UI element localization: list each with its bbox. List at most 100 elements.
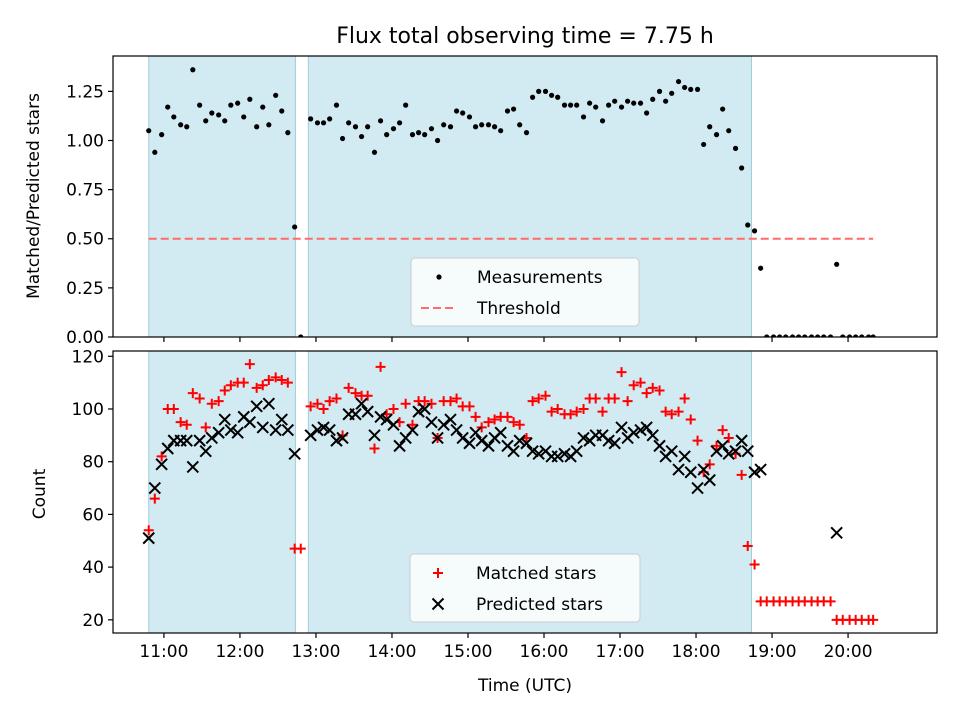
measurements-point bbox=[333, 102, 340, 108]
measurements-point bbox=[688, 86, 694, 93]
matched-stars-point bbox=[276, 374, 287, 385]
predicted-stars-point bbox=[463, 437, 476, 450]
matched-stars-point bbox=[181, 419, 192, 430]
matched-stars-point bbox=[622, 396, 633, 407]
matched-stars-point bbox=[628, 380, 639, 391]
bottom-xtick-label: 17:00 bbox=[596, 642, 645, 662]
predicted-stars-point bbox=[355, 397, 368, 410]
predicted-stars-point bbox=[703, 473, 716, 487]
matched-stars-point bbox=[616, 367, 627, 378]
measurements-point bbox=[371, 149, 378, 155]
measurements-point bbox=[228, 102, 234, 108]
measurements-point bbox=[587, 100, 593, 106]
top-ytick-label: 0.75 bbox=[66, 181, 104, 201]
matched-stars-point bbox=[318, 403, 329, 414]
measurements-series bbox=[146, 67, 876, 337]
matched-stars-point bbox=[375, 361, 386, 372]
predicted-stars-point bbox=[281, 423, 295, 437]
matched-stars-point bbox=[546, 406, 557, 417]
matched-stars-point bbox=[305, 401, 316, 412]
bottom-xtick-label: 20:00 bbox=[824, 642, 873, 662]
measurements-point bbox=[840, 334, 846, 337]
measurements-point bbox=[789, 334, 796, 337]
predicted-stars-point bbox=[218, 413, 231, 426]
bottom-ylabel: Count bbox=[30, 468, 50, 519]
measurements-point bbox=[726, 128, 732, 134]
bottom-xtick-label: 18:00 bbox=[672, 642, 721, 662]
matched-stars-point bbox=[514, 419, 525, 430]
predicted-stars-point bbox=[507, 444, 520, 458]
predicted-stars-point bbox=[180, 434, 193, 447]
measurements-point bbox=[273, 92, 279, 98]
measurements-point bbox=[777, 334, 783, 337]
measurements-point bbox=[247, 96, 253, 102]
measurements-point bbox=[694, 86, 701, 93]
measurements-point bbox=[320, 120, 327, 126]
predicted-stars-point bbox=[205, 431, 219, 445]
measurements-point bbox=[656, 88, 663, 94]
matched-stars-point bbox=[225, 380, 236, 391]
measurements-point bbox=[222, 118, 228, 124]
predicted-stars-point bbox=[570, 444, 583, 458]
matched-stars-point bbox=[647, 382, 658, 393]
measurements-point bbox=[327, 116, 333, 122]
measurements-point bbox=[593, 104, 599, 110]
predicted-stars-point bbox=[444, 413, 457, 426]
bottom-panel: 20 40 60 80 100 120 11:00 12:00 13:00 14:00 15:00 1… bbox=[72, 347, 938, 662]
measurements-point bbox=[279, 108, 285, 114]
predicted-stars-point bbox=[304, 429, 317, 442]
measurements-point bbox=[308, 116, 314, 122]
matched-stars-point bbox=[149, 493, 160, 504]
bottom-ytick-label: 20 bbox=[82, 611, 104, 631]
predicted-stars-point bbox=[551, 450, 564, 463]
measurements-point bbox=[415, 130, 422, 136]
measurements-point bbox=[447, 124, 454, 130]
matched-stars-point bbox=[483, 417, 494, 428]
measurements-point bbox=[865, 334, 872, 337]
matched-stars-point bbox=[679, 393, 690, 404]
predicted-stars-point bbox=[684, 466, 697, 479]
matched-stars-point bbox=[194, 393, 205, 404]
predicted-stars-point bbox=[615, 421, 628, 434]
matched-stars-point bbox=[527, 396, 538, 407]
matched-stars-point bbox=[825, 596, 836, 607]
measurements-point bbox=[536, 88, 542, 94]
top-legend: Measurements Threshold bbox=[410, 257, 640, 327]
predicted-stars-point bbox=[431, 431, 444, 445]
matched-stars-point bbox=[489, 414, 500, 425]
predicted-stars-point bbox=[469, 426, 482, 439]
measurements-point bbox=[365, 124, 371, 130]
predicted-stars-point bbox=[665, 444, 678, 458]
measurements-point bbox=[523, 130, 530, 136]
measurements-point bbox=[504, 108, 511, 114]
predicted-stars-point bbox=[425, 415, 438, 429]
matched-stars-point bbox=[635, 377, 646, 388]
legend-marker-matched-stars bbox=[433, 568, 443, 578]
measurements-point bbox=[853, 334, 859, 337]
matched-stars-point bbox=[282, 377, 293, 388]
predicted-stars-point bbox=[532, 447, 545, 460]
bottom-legend: Matched stars Predicted stars bbox=[409, 553, 641, 623]
measurements-point bbox=[644, 110, 650, 116]
matched-stars-point bbox=[641, 388, 652, 399]
matched-stars-point bbox=[362, 390, 373, 401]
measurements-point bbox=[510, 106, 517, 112]
bottom-xtick-label: 16:00 bbox=[520, 642, 569, 662]
predicted-stars-point bbox=[148, 481, 162, 495]
measurements-point bbox=[834, 261, 840, 267]
predicted-stars-point bbox=[754, 463, 767, 476]
measurements-point bbox=[390, 126, 397, 132]
measurements-point bbox=[266, 122, 272, 128]
measurements-point bbox=[574, 102, 580, 108]
measurements-point bbox=[298, 334, 304, 337]
matched-stars-point bbox=[749, 559, 760, 570]
predicted-stars-point bbox=[653, 439, 666, 453]
predicted-stars-point bbox=[250, 400, 263, 413]
matched-stars-point bbox=[426, 398, 437, 409]
matched-stars-point bbox=[578, 403, 589, 414]
measurements-point bbox=[171, 114, 177, 120]
measurements-point bbox=[146, 128, 152, 134]
matched-stars-point bbox=[400, 398, 411, 409]
top-ytick-label: 0.50 bbox=[66, 230, 104, 250]
